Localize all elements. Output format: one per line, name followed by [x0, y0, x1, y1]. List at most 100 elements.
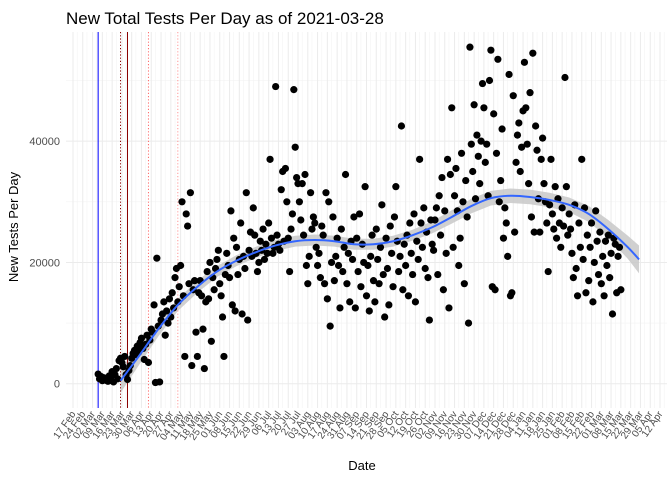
- data-point: [121, 352, 129, 361]
- data-point: [315, 249, 323, 257]
- data-point: [501, 204, 509, 212]
- data-point: [386, 222, 394, 230]
- data-point: [319, 231, 327, 239]
- data-point: [471, 195, 480, 203]
- data-point: [532, 122, 540, 130]
- data-point: [207, 337, 215, 345]
- data-point: [432, 204, 440, 212]
- data-point: [511, 228, 519, 236]
- data-point: [566, 225, 575, 233]
- data-point: [312, 243, 320, 251]
- data-point: [276, 246, 284, 254]
- data-point: [156, 378, 164, 386]
- data-point: [395, 267, 403, 276]
- data-point: [442, 249, 450, 257]
- data-point: [361, 183, 369, 191]
- data-point: [368, 231, 376, 239]
- data-point: [525, 180, 533, 188]
- data-point: [382, 234, 390, 242]
- data-point: [508, 289, 516, 297]
- data-point: [456, 234, 464, 242]
- data-point: [186, 189, 194, 197]
- data-point: [288, 210, 297, 218]
- y-tick-label: 0: [54, 379, 60, 391]
- data-point: [543, 219, 551, 227]
- data-point: [527, 213, 536, 221]
- data-point: [357, 283, 365, 291]
- data-point: [375, 280, 383, 288]
- data-point: [476, 180, 484, 188]
- data-point: [171, 274, 179, 282]
- data-point: [406, 219, 414, 227]
- data-point: [504, 252, 512, 260]
- plot-grid: [66, 32, 667, 408]
- data-point: [332, 252, 340, 260]
- data-point: [452, 164, 460, 173]
- data-point: [494, 55, 502, 63]
- y-tick-label: 20000: [29, 257, 60, 269]
- data-point: [204, 295, 213, 303]
- data-point: [350, 213, 358, 221]
- data-point: [353, 234, 361, 242]
- data-point: [573, 292, 582, 300]
- data-point: [537, 155, 545, 163]
- data-point: [293, 173, 301, 182]
- data-point: [199, 325, 207, 333]
- data-point: [495, 198, 503, 206]
- data-point: [242, 189, 250, 197]
- data-point: [329, 213, 337, 221]
- data-point: [337, 225, 345, 233]
- data-point: [459, 198, 467, 206]
- data-point: [558, 204, 566, 212]
- data-point: [445, 304, 453, 312]
- data-point: [365, 307, 373, 315]
- data-point: [552, 234, 561, 242]
- data-point: [283, 198, 291, 206]
- data-point: [429, 246, 438, 254]
- data-point: [238, 310, 246, 318]
- data-point: [378, 201, 386, 209]
- data-point: [464, 319, 473, 327]
- data-point: [505, 70, 513, 79]
- data-point: [325, 198, 333, 206]
- data-point: [594, 270, 603, 279]
- data-point: [583, 231, 591, 239]
- data-point: [234, 270, 242, 279]
- data-points: [94, 43, 625, 387]
- data-point: [586, 243, 594, 251]
- data-point: [562, 183, 570, 191]
- data-point: [330, 277, 338, 285]
- data-point: [608, 310, 617, 318]
- data-point: [237, 219, 245, 227]
- data-point: [112, 364, 120, 373]
- data-point: [576, 243, 584, 251]
- data-point: [599, 252, 607, 260]
- data-point: [362, 292, 371, 300]
- data-point: [232, 243, 241, 251]
- data-point: [178, 198, 186, 206]
- data-point: [526, 89, 534, 97]
- data-point: [409, 270, 417, 279]
- data-point: [379, 270, 387, 279]
- data-point: [404, 292, 413, 300]
- data-point: [579, 255, 587, 264]
- data-point: [295, 198, 304, 206]
- data-point: [604, 231, 612, 239]
- data-point: [320, 280, 329, 288]
- data-point: [355, 210, 364, 218]
- data-point: [340, 243, 348, 251]
- data-point: [372, 225, 380, 233]
- data-point: [536, 228, 544, 236]
- data-point: [214, 246, 222, 254]
- data-point: [344, 249, 352, 257]
- data-point: [371, 298, 379, 306]
- data-point: [231, 307, 239, 315]
- data-point: [593, 237, 601, 245]
- data-point: [210, 286, 218, 294]
- data-point: [614, 252, 622, 260]
- data-point: [263, 249, 271, 257]
- data-point: [266, 155, 274, 163]
- data-point: [529, 49, 537, 57]
- data-point: [318, 222, 326, 230]
- data-point: [150, 301, 158, 309]
